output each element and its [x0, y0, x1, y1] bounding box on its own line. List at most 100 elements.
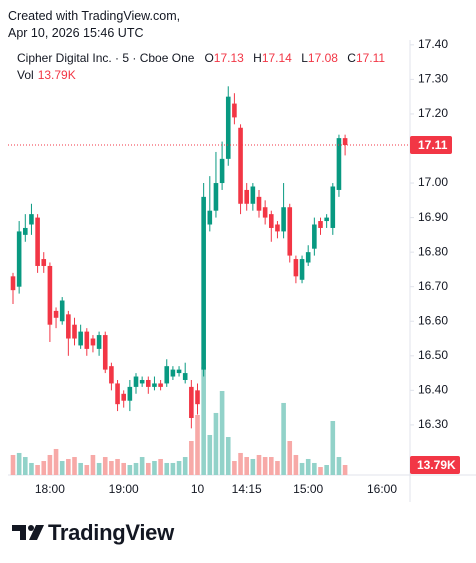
- volume-bar: [53, 448, 59, 475]
- legend-value: 17.14: [261, 51, 292, 65]
- last-volume-label: 13.79K: [417, 458, 456, 472]
- candle-body: [66, 314, 71, 339]
- volume-bar: [269, 457, 274, 475]
- y-tick-label: 16.80: [418, 244, 448, 258]
- volume-bar: [256, 454, 262, 475]
- watermark-line2: Apr 10, 2026 15:46 UTC: [8, 26, 144, 40]
- volume-bar: [244, 457, 249, 475]
- volume-bar: [146, 462, 151, 475]
- candle-body: [293, 259, 299, 277]
- volume-bar: [29, 462, 34, 475]
- y-tick-label: 16.70: [418, 279, 448, 293]
- y-tick-label: 16.40: [418, 383, 448, 397]
- last-volume-box: [410, 456, 460, 475]
- legend-key: L: [301, 51, 308, 65]
- volume-bar: [262, 457, 268, 475]
- volume-bar: [293, 454, 299, 475]
- volume-bar: [330, 421, 336, 475]
- candle-body: [164, 366, 170, 384]
- volume-bar: [102, 457, 108, 475]
- legend-key: H: [253, 51, 262, 65]
- volume-bar: [59, 461, 65, 475]
- volume-bar: [176, 461, 182, 475]
- legend-key: C: [347, 51, 356, 65]
- volume-bar: [275, 461, 280, 475]
- x-tick-label: 14:15: [232, 482, 262, 496]
- volume-bar: [96, 462, 102, 475]
- candle-body: [152, 383, 157, 387]
- candle-body: [59, 300, 65, 322]
- candle-body: [256, 196, 262, 211]
- candle-body: [275, 224, 280, 232]
- candle-body: [16, 231, 22, 287]
- x-tick-label: 10: [191, 482, 205, 496]
- volume-bar: [133, 462, 139, 475]
- candle-body: [78, 331, 83, 346]
- x-tick-label: 16:00: [367, 482, 397, 496]
- candle-body: [195, 390, 200, 405]
- candle-body: [133, 376, 139, 387]
- volume-bar: [225, 437, 231, 475]
- volume-bar: [164, 462, 170, 475]
- candle-body: [330, 186, 336, 228]
- volume-bar: [219, 390, 225, 475]
- legend-value: 17.13: [213, 51, 244, 65]
- candle-body: [115, 383, 120, 405]
- volume-bar: [66, 458, 71, 475]
- candle-body: [53, 310, 59, 318]
- legend: Cipher Digital Inc. · 5 · Cboe One O17.1…: [17, 51, 397, 65]
- symbol: Cipher Digital Inc. · 5 · Cboe One: [17, 51, 195, 65]
- volume-bar: [189, 441, 194, 475]
- volume-bar: [195, 414, 200, 475]
- volume-bar: [324, 464, 329, 475]
- candle-body: [244, 189, 249, 204]
- volume-bar: [342, 465, 348, 475]
- volume-bar: [115, 458, 120, 475]
- y-tick-label: 17.30: [418, 72, 448, 86]
- candle-body: [219, 158, 225, 184]
- candle-body: [213, 183, 219, 211]
- candle-body: [176, 369, 182, 374]
- candle-body: [127, 386, 133, 401]
- legend-key: O: [204, 51, 214, 65]
- volume-bar: [158, 458, 163, 475]
- volume-bar: [41, 461, 47, 475]
- candle-body: [90, 338, 96, 346]
- candle-body: [318, 221, 323, 228]
- candle-body: [336, 138, 342, 190]
- y-tick-label: 16.90: [418, 210, 448, 224]
- candle-body: [269, 214, 274, 228]
- volume-bar: [16, 452, 22, 475]
- volume-bar: [232, 461, 237, 475]
- candle-body: [121, 393, 126, 401]
- volume-bar: [287, 441, 293, 475]
- y-tick-label: 16.60: [418, 313, 448, 327]
- volume-bar: [139, 457, 145, 475]
- volume-value: 13.79K: [37, 68, 76, 82]
- candle-body: [35, 217, 40, 266]
- watermark-line1: Created with TradingView.com,: [8, 9, 181, 23]
- candle-body: [250, 186, 256, 204]
- volume-bar: [299, 462, 305, 475]
- candle-body: [281, 207, 286, 232]
- candle-body: [342, 138, 348, 146]
- candle-body: [262, 207, 268, 218]
- candle-body: [201, 196, 206, 370]
- x-tick-label: 19:00: [109, 482, 139, 496]
- volume-bar: [78, 462, 83, 475]
- x-tick-label: 18:00: [35, 482, 65, 496]
- volume-bar: [281, 402, 286, 475]
- legend-value: 17.11: [355, 51, 386, 65]
- volume-bar: [35, 464, 40, 475]
- candle-body: [238, 127, 243, 204]
- volume-bar: [47, 454, 53, 475]
- candle-body: [84, 331, 90, 349]
- logo: [12, 525, 44, 540]
- candle-body: [72, 324, 77, 339]
- candle-body: [312, 224, 317, 249]
- volume-bar: [305, 458, 311, 475]
- volume-bar: [213, 412, 219, 475]
- candle-body: [182, 373, 188, 380]
